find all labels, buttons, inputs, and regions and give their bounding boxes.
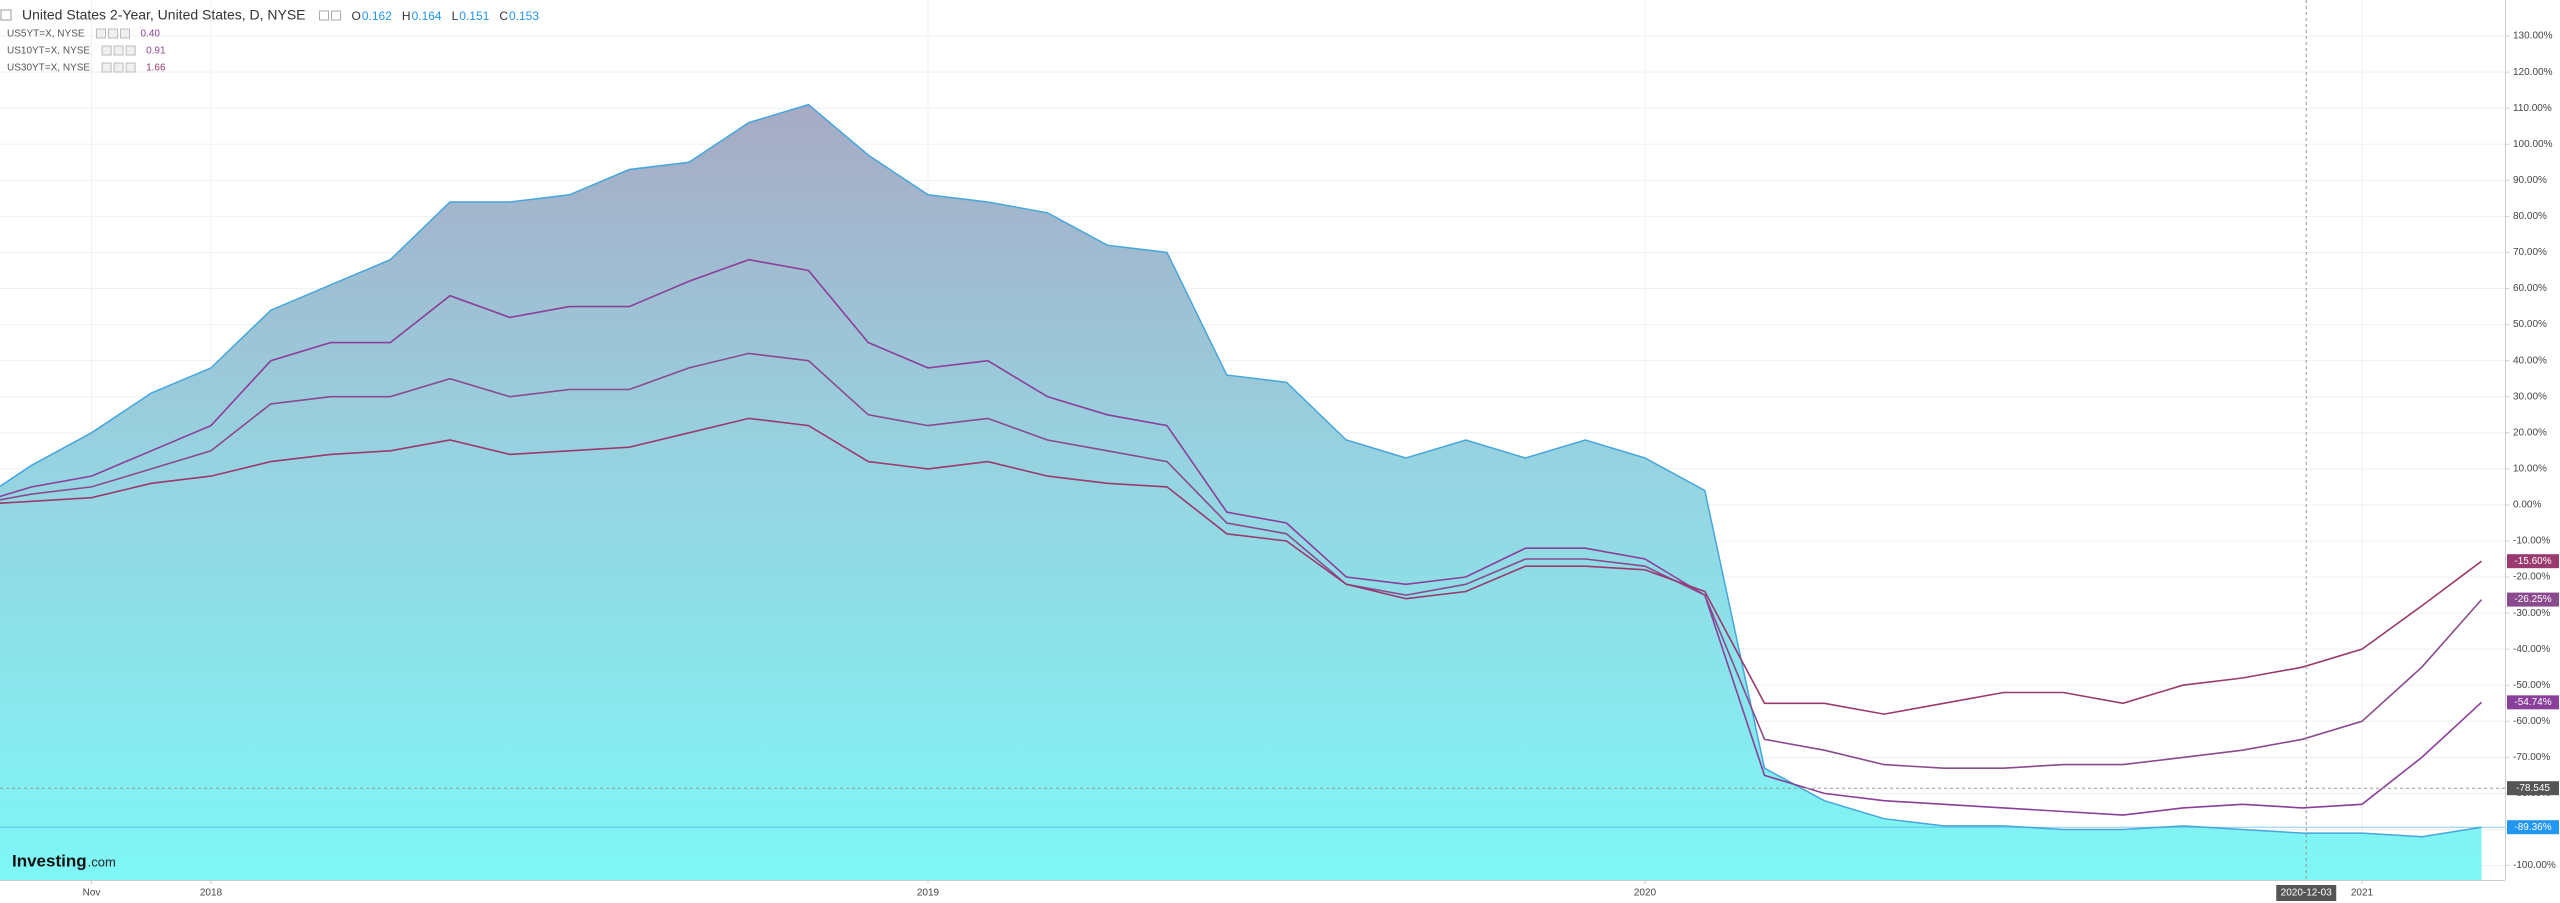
crosshair-x-label: 2020-12-03 (2281, 888, 2333, 899)
ohlc-value: 0.162 (362, 9, 392, 23)
legend-value: 0.91 (146, 46, 166, 57)
legend-icon (120, 28, 131, 39)
legend-icon (113, 45, 124, 56)
y-tick-label: 50.00% (2513, 319, 2547, 330)
ohlc-name: L (452, 9, 459, 23)
y-tick-label: 40.00% (2513, 355, 2547, 366)
brand: Investing (12, 851, 87, 870)
collapse-icon[interactable] (0, 9, 12, 21)
y-tick-label: -100.00% (2513, 860, 2556, 871)
y-tick-label: -10.00% (2513, 536, 2550, 547)
y-tick-label: 20.00% (2513, 427, 2547, 438)
header-icon (331, 10, 342, 21)
brand-suffix: .com (88, 854, 116, 869)
legend-icon (113, 62, 124, 73)
y-tick-label: -50.00% (2513, 680, 2550, 691)
last-value-label: -26.25% (2514, 594, 2551, 605)
legend-value: 1.66 (146, 63, 166, 74)
series-line (0, 352, 2483, 769)
legend-name: US5YT=X, NYSE (7, 29, 85, 40)
x-tick-label: 2020 (1634, 888, 1657, 899)
y-tick-label: 70.00% (2513, 247, 2547, 258)
y-tick-label: -30.00% (2513, 608, 2550, 619)
watermark: Investing .com (12, 851, 116, 870)
labels: -78.545 2020-12-03 -89.36% -54.74% -26.25% -1… (2276, 554, 2559, 901)
legend-icon (101, 62, 112, 73)
y-tick-label: 80.00% (2513, 211, 2547, 222)
y-tick-label: -70.00% (2513, 752, 2550, 763)
last-value-box (2507, 592, 2559, 607)
y-tick-label: 0.00% (2513, 500, 2541, 511)
legend-icon (125, 62, 136, 73)
legend-value: 0.40 (141, 29, 161, 40)
y-tick-label: 30.00% (2513, 391, 2547, 402)
x-tick-label: 2021 (2351, 888, 2374, 899)
last-value-box (2507, 695, 2559, 710)
ohlc-value: 0.151 (459, 9, 489, 23)
legend-icon (101, 45, 112, 56)
legend: United States 2-Year, United States, D, … (0, 7, 539, 74)
y-tick-label: 10.00% (2513, 463, 2547, 474)
plot (0, 0, 2505, 880)
y-tick-label: -20.00% (2513, 572, 2550, 583)
x-tick-label: 2018 (200, 888, 223, 899)
x-tick-label: Nov (83, 888, 101, 899)
y-tick-label: 100.00% (2513, 139, 2553, 150)
ohlc-name: O (352, 9, 361, 23)
y-tick-label: 90.00% (2513, 175, 2547, 186)
ohlc-name: H (402, 9, 411, 23)
y-tick-label: -40.00% (2513, 644, 2550, 655)
last-value-box (2507, 554, 2559, 569)
ohlc-name: C (499, 9, 508, 23)
last-value-label: -89.36% (2514, 822, 2551, 833)
area-line (0, 103, 2482, 838)
crosshair-y-label: -78.545 (2516, 783, 2550, 794)
legend-name: US10YT=X, NYSE (7, 46, 90, 57)
y-tick-label: -60.00% (2513, 716, 2550, 727)
series-line (0, 417, 2482, 715)
y-tick-label: 60.00% (2513, 283, 2547, 294)
ohlc-value: 0.164 (412, 9, 442, 23)
crosshair-y-box (2507, 781, 2559, 796)
series-line (0, 258, 2483, 816)
last-value-label: -15.60% (2514, 556, 2551, 567)
legend-icon (108, 28, 119, 39)
header-icon (319, 10, 330, 21)
y-tick-label: 110.00% (2513, 103, 2552, 114)
chart-title: United States 2-Year, United States, D, … (22, 7, 306, 23)
area-fill (0, 104, 2482, 880)
legend-name: US30YT=X, NYSE (7, 63, 90, 74)
x-tick-label: 2019 (917, 888, 940, 899)
y-tick-label: 120.00% (2513, 67, 2553, 78)
ohlc-value: 0.153 (509, 9, 539, 23)
crosshair-x-box (2276, 885, 2337, 901)
last-value-box (2507, 820, 2559, 835)
legend-icon (96, 28, 107, 39)
y-tick-label: 130.00% (2513, 31, 2553, 42)
last-value-label: -54.74% (2514, 697, 2551, 708)
legend-icon (125, 45, 136, 56)
